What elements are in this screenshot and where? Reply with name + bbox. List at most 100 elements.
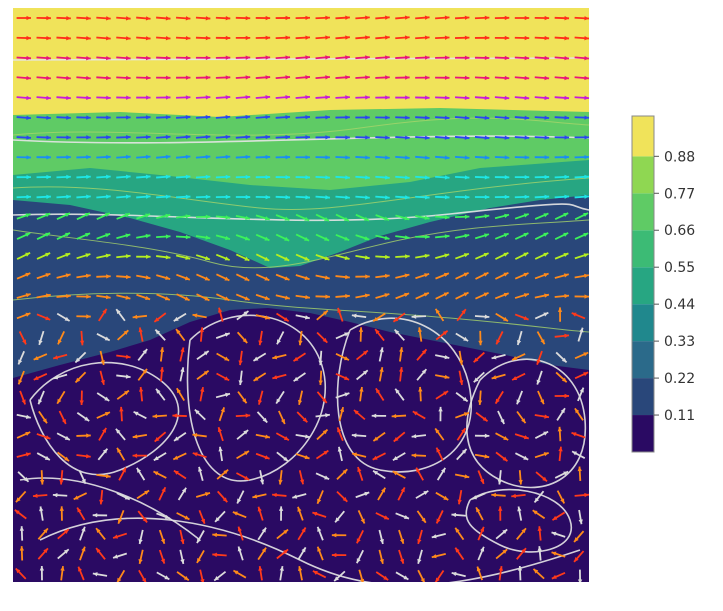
streamline bbox=[13, 57, 589, 61]
vector-arrow bbox=[136, 293, 151, 301]
vector-arrow bbox=[495, 528, 508, 540]
vector-arrow bbox=[415, 467, 424, 481]
vector-arrow bbox=[16, 35, 32, 41]
vector-arrow bbox=[212, 552, 227, 557]
vector-arrow bbox=[18, 331, 27, 345]
vector-arrow bbox=[16, 75, 32, 81]
vector-arrow bbox=[474, 314, 490, 319]
vector-arrow bbox=[475, 252, 489, 260]
vector-arrow bbox=[257, 547, 267, 561]
vector-arrow bbox=[136, 174, 151, 179]
vector-arrow bbox=[316, 490, 324, 505]
vector-arrow bbox=[574, 253, 589, 260]
vector-arrow bbox=[76, 212, 91, 221]
vector-arrow bbox=[471, 492, 486, 500]
vector-arrow bbox=[215, 75, 231, 80]
vector-arrow bbox=[195, 114, 211, 120]
vector-arrow bbox=[76, 507, 86, 521]
vector-arrow bbox=[558, 446, 563, 462]
vector-arrow bbox=[257, 506, 264, 521]
vector-arrow bbox=[534, 212, 549, 220]
vector-arrow bbox=[336, 427, 344, 442]
vector-arrow bbox=[375, 195, 390, 200]
vector-arrow bbox=[351, 313, 367, 318]
vector-arrow bbox=[316, 428, 329, 441]
vector-arrow bbox=[255, 134, 271, 140]
vector-arrow bbox=[278, 506, 284, 521]
vector-arrow bbox=[434, 570, 445, 582]
vector-arrow bbox=[136, 467, 146, 481]
vector-arrow bbox=[411, 314, 427, 319]
vector-arrow bbox=[156, 154, 171, 160]
colorbar-tick-label: 0.22 bbox=[664, 371, 695, 387]
vector-arrow bbox=[175, 214, 191, 219]
vector-arrow bbox=[238, 350, 243, 366]
colorbar-tick-label: 0.66 bbox=[664, 223, 695, 239]
vector-arrow bbox=[37, 547, 49, 560]
vector-arrow bbox=[79, 546, 86, 561]
vector-arrow bbox=[275, 15, 291, 21]
vector-arrow bbox=[375, 387, 385, 402]
vector-arrow bbox=[393, 431, 406, 443]
vector-arrow bbox=[415, 55, 430, 60]
vector-arrow bbox=[455, 214, 470, 219]
vector-arrow bbox=[455, 332, 469, 342]
vector-arrow bbox=[37, 390, 45, 405]
vector-arrow bbox=[236, 310, 249, 321]
vector-arrow bbox=[571, 450, 586, 460]
vector-arrow bbox=[355, 349, 369, 361]
vector-arrow bbox=[335, 213, 350, 222]
vector-arrow bbox=[36, 313, 51, 321]
vector-arrow bbox=[535, 471, 548, 483]
vector-arrow bbox=[96, 135, 111, 140]
vector-arrow bbox=[537, 390, 545, 405]
vector-arrow bbox=[455, 55, 470, 60]
vector-arrow bbox=[76, 454, 91, 459]
vector-arrow bbox=[395, 292, 410, 300]
vector-arrow bbox=[577, 327, 584, 342]
vector-arrow bbox=[378, 367, 384, 382]
vector-arrow bbox=[56, 135, 71, 140]
vector-arrow bbox=[455, 194, 470, 200]
vector-arrow bbox=[514, 75, 530, 81]
vector-arrow bbox=[96, 212, 111, 221]
vector-arrow bbox=[153, 470, 167, 479]
vector-arrow bbox=[115, 428, 126, 441]
streamline bbox=[13, 135, 589, 144]
vector-arrow bbox=[353, 409, 366, 421]
vector-arrow bbox=[138, 549, 144, 565]
vector-arrow bbox=[516, 410, 527, 424]
vector-arrow bbox=[514, 135, 530, 140]
vector-arrow bbox=[292, 493, 307, 499]
vector-arrow bbox=[98, 427, 107, 441]
vector-arrow bbox=[335, 274, 350, 280]
vector-arrow bbox=[76, 174, 91, 180]
vector-arrow bbox=[497, 410, 505, 425]
vector-arrow bbox=[534, 311, 549, 320]
vector-arrow bbox=[474, 175, 490, 180]
vector-arrow bbox=[192, 452, 207, 459]
vector-arrow bbox=[355, 55, 370, 60]
colorbar: 0.11 0.22 0.33 0.44 0.55 0.66 0.77 0.88 bbox=[631, 115, 695, 453]
vector-arrow bbox=[56, 95, 71, 101]
vector-arrow bbox=[454, 547, 465, 561]
vector-arrow bbox=[475, 271, 489, 280]
vector-arrow bbox=[297, 565, 303, 581]
vector-arrow bbox=[415, 75, 430, 80]
vector-arrow bbox=[136, 154, 151, 160]
vector-arrow bbox=[416, 510, 427, 524]
vector-arrow bbox=[315, 195, 330, 200]
vector-arrow bbox=[132, 314, 148, 320]
vector-arrow bbox=[554, 393, 570, 399]
vector-arrow bbox=[335, 195, 350, 200]
vector-arrow bbox=[215, 154, 231, 160]
vector-arrow bbox=[96, 473, 111, 479]
vector-arrow bbox=[173, 312, 187, 322]
vector-arrow bbox=[495, 252, 509, 260]
vector-arrow bbox=[355, 293, 370, 299]
vector-arrow bbox=[415, 215, 430, 220]
vector-arrow bbox=[435, 510, 444, 524]
vector-arrow bbox=[199, 386, 205, 402]
vector-arrow bbox=[36, 174, 51, 180]
vector-arrow bbox=[494, 55, 510, 61]
